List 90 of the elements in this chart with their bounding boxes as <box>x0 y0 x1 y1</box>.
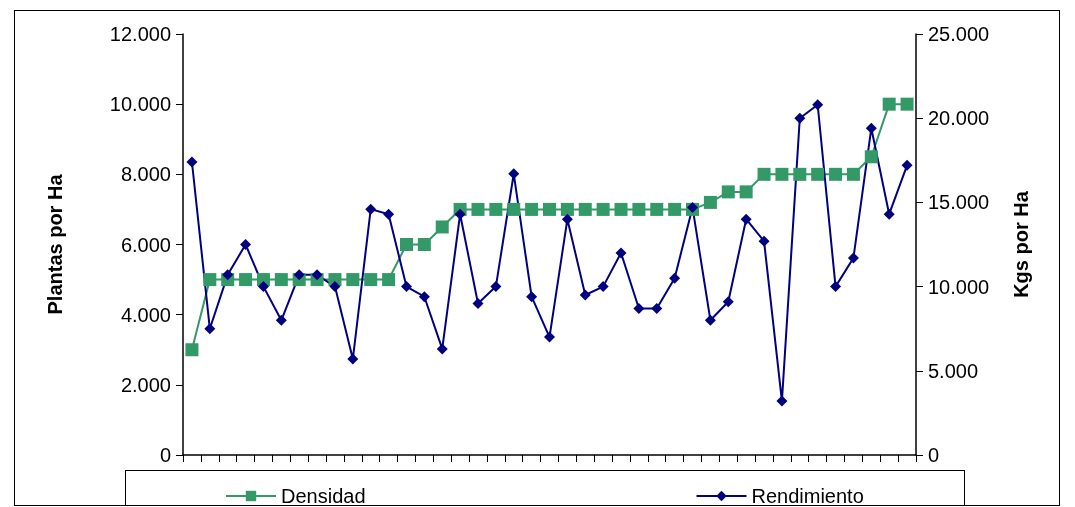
point <box>812 99 824 111</box>
point <box>633 302 645 314</box>
y2-tick-label: 10.000 <box>928 275 990 298</box>
point <box>704 314 716 326</box>
point <box>222 269 234 281</box>
point <box>274 273 288 287</box>
point <box>293 269 305 281</box>
point <box>650 202 664 216</box>
point <box>865 122 877 134</box>
point <box>560 202 574 216</box>
point <box>901 159 913 171</box>
point <box>186 156 198 168</box>
point <box>864 150 878 164</box>
point <box>365 203 377 215</box>
point <box>829 167 843 181</box>
point <box>703 195 717 209</box>
point <box>507 202 521 216</box>
point <box>311 269 323 281</box>
point <box>435 220 449 234</box>
point <box>776 395 788 407</box>
point <box>847 252 859 264</box>
point <box>561 213 573 225</box>
point <box>347 353 359 365</box>
point <box>883 208 895 220</box>
point <box>490 281 502 293</box>
point <box>579 289 591 301</box>
point <box>383 208 395 220</box>
point <box>846 167 860 181</box>
point <box>329 281 341 293</box>
y2-tick-label: 5.000 <box>928 359 979 382</box>
point <box>399 238 413 251</box>
legend-label: Rendimiento <box>751 485 864 507</box>
y2-axis-title: Kgs por Ha <box>1010 190 1032 298</box>
point <box>721 185 735 199</box>
point <box>757 167 771 181</box>
y2-tick-label: 25.000 <box>928 23 990 45</box>
y-tick-label: 12.000 <box>109 23 171 45</box>
y-tick-label: 10.000 <box>109 93 171 116</box>
point <box>525 202 539 216</box>
point <box>471 202 485 216</box>
point <box>830 281 842 293</box>
point <box>436 343 448 355</box>
y-axis-title: Plantas por Ha <box>44 173 66 315</box>
y-tick-label: 4.000 <box>120 303 171 326</box>
point <box>775 167 789 181</box>
point <box>472 297 484 309</box>
point <box>740 213 752 225</box>
point <box>632 202 646 216</box>
y2-tick-label: 15.000 <box>928 191 990 214</box>
point <box>900 97 914 111</box>
point <box>596 202 610 216</box>
point <box>597 281 609 293</box>
point <box>257 281 269 293</box>
point <box>185 343 199 357</box>
y2-tick-label: 20.000 <box>928 107 990 130</box>
point <box>811 167 825 181</box>
point <box>615 247 627 259</box>
point <box>739 185 753 199</box>
point <box>275 314 287 326</box>
point <box>382 273 396 287</box>
point <box>614 202 628 216</box>
point <box>240 239 252 250</box>
point <box>346 273 360 287</box>
y-tick-label: 2.000 <box>120 373 171 396</box>
legend-label: Densidad <box>281 485 366 507</box>
point <box>418 291 430 303</box>
point <box>722 296 734 308</box>
y-tick-label: 0 <box>159 444 171 466</box>
point <box>526 291 538 303</box>
point <box>454 208 466 220</box>
point <box>669 272 681 284</box>
point <box>544 331 555 343</box>
point <box>204 323 216 335</box>
point <box>489 202 503 216</box>
y-tick-label: 6.000 <box>120 233 171 256</box>
point <box>578 202 592 216</box>
point <box>758 235 770 247</box>
point <box>400 281 412 293</box>
point <box>668 202 682 216</box>
y2-tick-label: 0 <box>928 444 940 466</box>
y-tick-label: 8.000 <box>120 163 171 186</box>
point <box>794 112 806 124</box>
point <box>651 302 663 314</box>
point <box>882 97 896 111</box>
point <box>203 273 217 287</box>
point <box>793 167 807 181</box>
point <box>364 273 378 287</box>
point <box>239 273 253 287</box>
point <box>543 202 556 216</box>
point <box>417 238 431 251</box>
